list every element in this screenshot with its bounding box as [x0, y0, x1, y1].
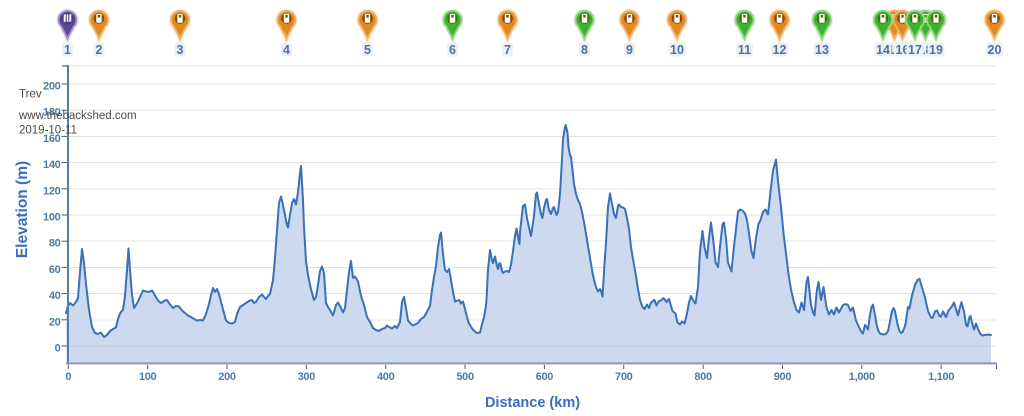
svg-text:2: 2 [96, 43, 103, 57]
svg-text:700: 700 [615, 371, 633, 383]
svg-text:60: 60 [49, 264, 61, 276]
svg-text:7: 7 [504, 43, 511, 57]
svg-text:400: 400 [377, 371, 395, 383]
svg-text:14: 14 [876, 43, 890, 57]
svg-text:600: 600 [536, 371, 554, 383]
svg-text:16: 16 [896, 43, 910, 57]
svg-text:12: 12 [773, 43, 787, 57]
svg-text:40: 40 [49, 290, 61, 302]
svg-text:19: 19 [929, 43, 943, 57]
svg-text:140: 140 [43, 159, 61, 171]
svg-text:www.thebackshed.com: www.thebackshed.com [18, 110, 137, 122]
svg-text:4: 4 [283, 43, 290, 57]
svg-text:10: 10 [670, 43, 684, 57]
svg-text:13: 13 [815, 43, 829, 57]
svg-text:11: 11 [738, 43, 751, 57]
svg-text:Trev: Trev [19, 89, 42, 101]
svg-text:3: 3 [177, 43, 184, 57]
svg-text:500: 500 [456, 371, 474, 383]
svg-text:800: 800 [694, 371, 712, 383]
svg-text:300: 300 [298, 371, 316, 383]
svg-text:900: 900 [774, 371, 792, 383]
svg-text:Distance (km): Distance (km) [485, 395, 580, 411]
svg-text:17: 17 [908, 43, 922, 57]
svg-text:1: 1 [64, 43, 71, 57]
svg-text:6: 6 [449, 43, 456, 57]
svg-text:80: 80 [49, 238, 61, 250]
svg-text:100: 100 [43, 212, 61, 224]
svg-text:1,000: 1,000 [849, 371, 875, 383]
svg-text:120: 120 [43, 185, 61, 197]
svg-text:180: 180 [43, 107, 61, 119]
svg-text:Elevation (m): Elevation (m) [14, 161, 31, 258]
svg-text:20: 20 [988, 43, 1002, 57]
svg-text:160: 160 [43, 133, 61, 145]
svg-text:200: 200 [43, 81, 61, 93]
svg-text:9: 9 [626, 43, 633, 57]
svg-text:2019-10-11: 2019-10-11 [19, 125, 77, 137]
svg-text:20: 20 [49, 316, 61, 328]
svg-text:0: 0 [55, 343, 61, 355]
svg-text:5: 5 [364, 43, 371, 57]
svg-text:8: 8 [581, 43, 588, 57]
svg-text:0: 0 [65, 371, 71, 383]
svg-text:200: 200 [218, 371, 236, 383]
svg-text:100: 100 [139, 371, 157, 383]
svg-text:1,100: 1,100 [928, 371, 954, 383]
